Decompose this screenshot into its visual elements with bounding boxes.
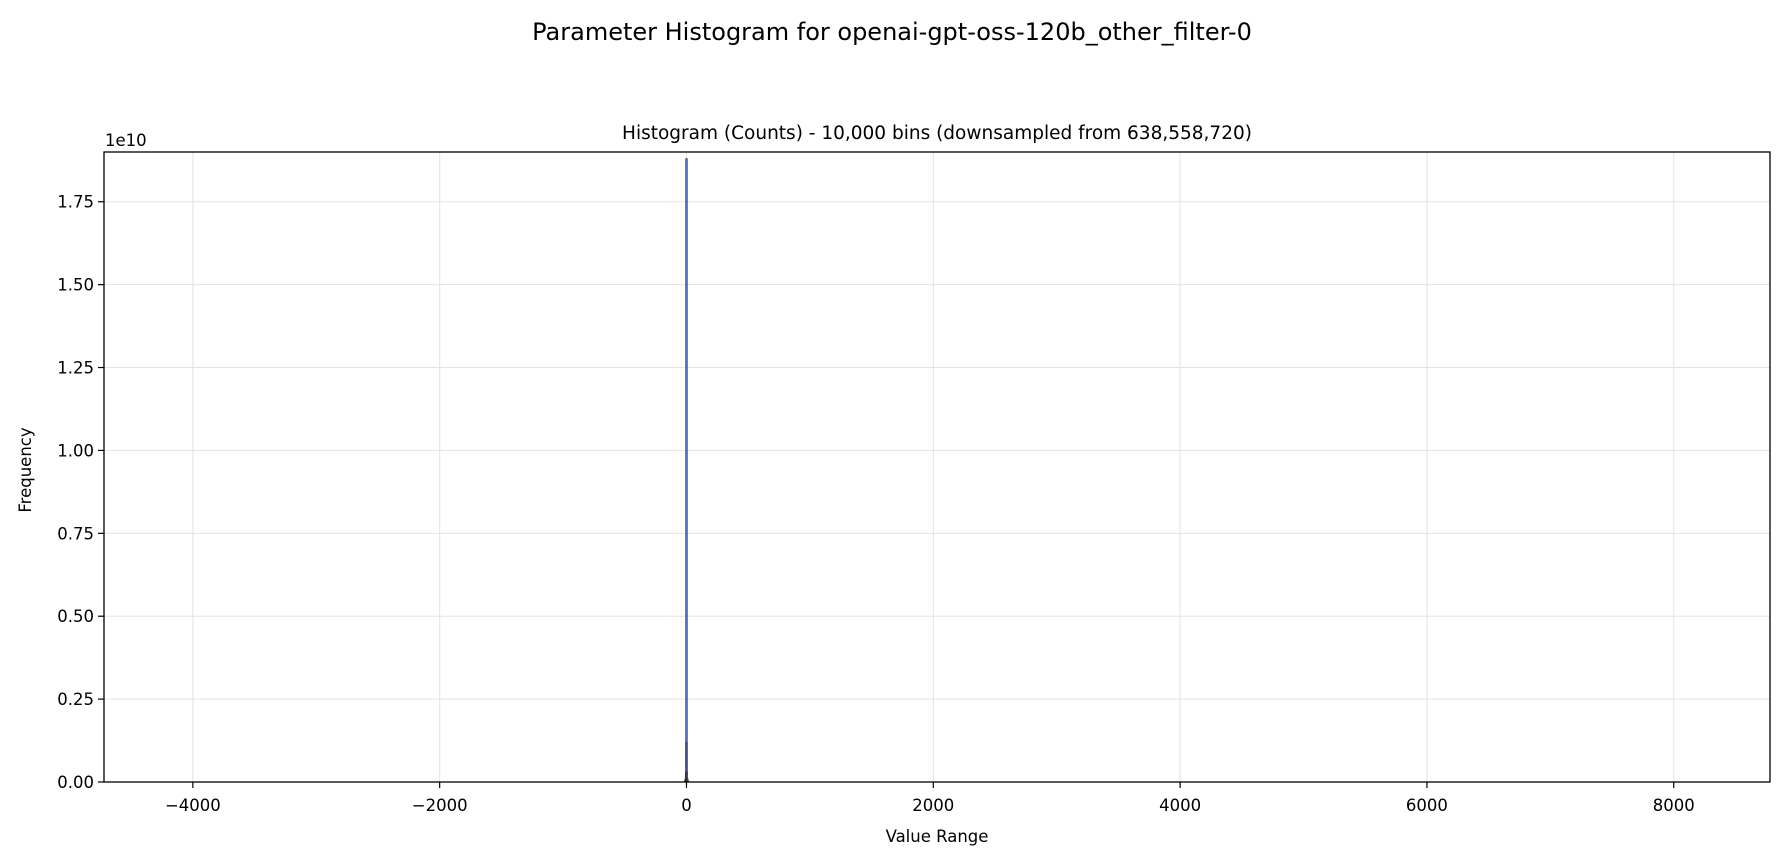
y-offset-label: 1e10 [105,131,147,150]
y-tick-label: 1.25 [57,359,94,378]
y-axis-label: Frequency [16,427,35,512]
x-tick-label: 4000 [1159,796,1201,815]
x-tick-label: 2000 [912,796,954,815]
histogram-bars [684,158,689,783]
y-tick-label: 0.25 [57,690,94,709]
histogram-bar [685,158,688,783]
axis-ticks: −4000 −2000 0 2000 4000 6000 8000 0.00 0.25 0.50 0… [57,193,1694,815]
x-tick-label: −2000 [412,796,468,815]
plot-area-frame [103,151,1771,783]
x-axis-label: Value Range [886,827,989,846]
grid-lines [104,152,1770,783]
y-tick-label: 0.50 [57,607,94,626]
x-tick-label: −4000 [165,796,221,815]
y-tick-label: 0.75 [57,524,94,543]
y-tick-label: 1.50 [57,276,94,295]
x-tick-label: 0 [681,796,692,815]
y-tick-label: 1.75 [57,193,94,212]
x-tick-label: 6000 [1406,796,1448,815]
chart-subtitle: Histogram (Counts) - 10,000 bins (downsa… [622,123,1252,144]
y-tick-label: 1.00 [57,441,94,460]
x-tick-label: 8000 [1653,796,1695,815]
chart-title: Parameter Histogram for openai-gpt-oss-1… [532,18,1252,46]
y-tick-label: 0.00 [57,773,94,792]
